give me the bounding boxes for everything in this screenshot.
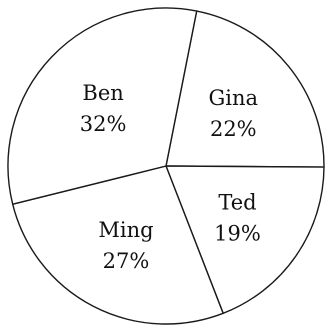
pie-labels: Gina 22% Ted 19% Ming 27% Ben 32%	[80, 81, 261, 273]
slice-name-label: Gina	[209, 86, 259, 110]
pie-slice-ben	[7, 7, 198, 205]
pie-slice-ted	[165, 165, 325, 315]
pie-slice-gina	[165, 10, 325, 168]
slice-name-label: Ben	[82, 81, 123, 105]
slice-name-label: Ted	[218, 190, 256, 214]
pie-slice-ming	[11, 165, 224, 325]
slice-percent-label: 19%	[214, 221, 261, 245]
slice-percent-label: 32%	[80, 112, 127, 136]
slice-percent-label: 22%	[210, 117, 257, 141]
pie-slices	[7, 7, 325, 325]
slice-percent-label: 27%	[103, 249, 150, 273]
slice-name-label: Ming	[98, 218, 153, 242]
